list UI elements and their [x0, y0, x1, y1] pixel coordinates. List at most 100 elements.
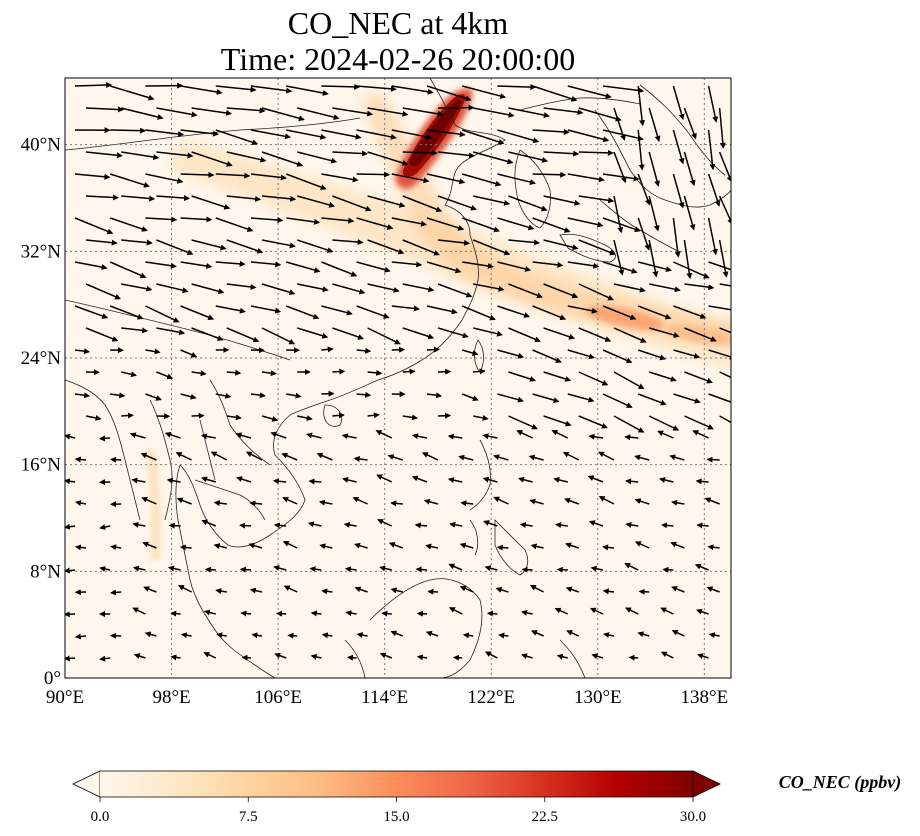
wind-arrow — [554, 607, 569, 615]
latitude-tick-labels: 0° 8°N 16°N 24°N 32°N 40°N — [21, 135, 62, 689]
gridlines — [65, 78, 731, 678]
wind-arrow — [416, 654, 428, 661]
wind-arrow — [156, 239, 194, 256]
wind-arrow — [528, 454, 544, 461]
colorbar-extend-high — [692, 770, 721, 798]
wind-arrow — [482, 433, 498, 440]
wind-arrow — [707, 85, 719, 123]
wind-arrow — [180, 85, 223, 95]
wind-arrow — [683, 239, 693, 280]
colorbar-tick-label: 15.0 — [383, 809, 409, 825]
wind-arrow — [356, 129, 397, 140]
wind-arrow — [367, 369, 383, 376]
wind-arrow — [367, 195, 406, 208]
wind-arrow — [65, 523, 76, 530]
wind-arrow — [65, 567, 76, 574]
wind-arrow — [281, 452, 298, 461]
wind-arrow — [250, 85, 293, 94]
wind-arrow — [508, 239, 540, 246]
wind-arrow — [240, 610, 252, 617]
colorbar: 0.0 7.5 15.0 22.5 30.0 CO_NEC (ppbv) — [72, 770, 901, 825]
wind-arrow — [578, 195, 615, 204]
wind-arrow — [132, 565, 146, 572]
wind-arrow — [426, 217, 465, 231]
wind-arrow — [673, 305, 707, 319]
latitude-tick-label: 8°N — [30, 561, 61, 582]
wind-arrow — [226, 151, 267, 163]
wind-arrow — [85, 283, 122, 300]
wind-arrow — [354, 542, 368, 549]
wind-arrow — [226, 327, 260, 343]
wind-arrow — [659, 477, 674, 483]
wind-arrow — [248, 542, 263, 549]
wind-arrow — [131, 477, 146, 484]
wind-arrow — [285, 305, 320, 320]
wind-arrow — [180, 305, 215, 320]
wind-arrow — [121, 283, 153, 292]
wind-arrow — [426, 261, 462, 274]
wind-arrow — [180, 129, 219, 137]
wind-arrow — [250, 305, 282, 314]
wind-arrow — [309, 566, 322, 573]
wind-arrow — [648, 195, 660, 232]
wind-arrow — [437, 412, 452, 419]
wind-arrow — [602, 261, 638, 274]
wind-arrow — [426, 85, 472, 102]
wind-arrow — [390, 587, 403, 594]
wind-arrow — [99, 524, 111, 530]
wind-arrow — [390, 630, 404, 637]
wind-arrow — [191, 151, 233, 167]
wind-arrow — [657, 430, 674, 439]
wind-arrow — [402, 327, 435, 340]
wind-arrow — [250, 217, 284, 224]
longitude-tick-label: 114°E — [361, 687, 408, 708]
wind-arrow — [543, 195, 581, 206]
wind-arrow — [286, 129, 327, 140]
wind-arrow — [391, 85, 434, 95]
wind-arrow — [109, 261, 147, 279]
wind-arrow — [462, 85, 507, 99]
wind-arrow — [588, 520, 604, 527]
wind-arrow — [310, 653, 322, 660]
wind-arrow — [216, 632, 227, 639]
wind-arrow — [274, 652, 287, 659]
wind-arrow — [121, 412, 134, 419]
wind-arrow — [132, 607, 146, 615]
wind-arrow — [261, 107, 305, 122]
wind-arrow — [109, 173, 150, 188]
wind-arrow — [692, 430, 709, 439]
wind-arrow — [521, 566, 533, 573]
wind-arrow — [416, 610, 428, 617]
wind-arrow — [508, 283, 543, 299]
wind-arrow — [402, 414, 418, 421]
wind-arrow — [273, 565, 287, 571]
wind-arrow — [318, 499, 333, 506]
longitude-tick-label: 138°E — [681, 687, 729, 708]
wind-arrow — [285, 173, 327, 190]
wind-arrow — [379, 652, 393, 659]
wind-arrow — [85, 327, 119, 342]
wind-arrow — [261, 151, 304, 167]
wind-arrow — [175, 452, 192, 461]
longitude-tick-label: 90°E — [46, 687, 84, 708]
wind-arrow — [473, 414, 489, 421]
wind-arrow — [412, 433, 428, 440]
wind-arrow — [272, 478, 287, 485]
wind-arrow — [613, 327, 647, 343]
wind-arrow — [426, 392, 442, 399]
wind-arrow — [591, 653, 604, 660]
wind-arrow — [356, 261, 391, 273]
wind-arrow — [177, 585, 192, 593]
wind-arrow — [673, 349, 701, 359]
wind-arrow — [85, 106, 124, 113]
wind-arrow — [672, 85, 685, 121]
wind-arrow — [519, 522, 533, 528]
wind-arrow — [321, 83, 361, 90]
wind-arrow — [532, 85, 578, 102]
wind-arrow — [508, 107, 550, 119]
wind-arrow — [459, 585, 474, 593]
wind-arrow — [567, 305, 598, 314]
wind-arrow — [356, 171, 391, 178]
wind-arrow — [578, 283, 614, 301]
wind-arrow — [332, 412, 345, 419]
